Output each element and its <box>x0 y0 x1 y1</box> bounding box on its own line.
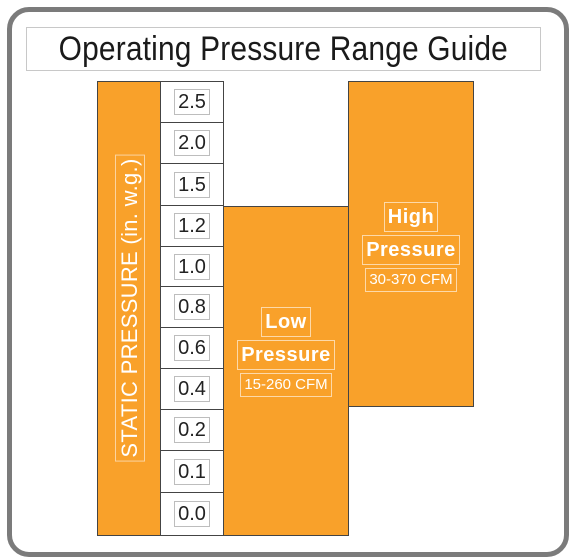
tick-label: 2.0 <box>174 130 210 156</box>
tick-row: 0.1 <box>161 451 223 493</box>
tick-row: 1.0 <box>161 247 223 287</box>
tick-label: 0.8 <box>174 294 210 320</box>
tick-row: 0.2 <box>161 410 223 451</box>
tick-label: 2.5 <box>174 89 210 115</box>
title-box: Operating Pressure Range Guide <box>26 27 541 71</box>
tick-row: 0.0 <box>161 493 223 535</box>
high-pressure-range: High Pressure 30-370 CFM <box>348 81 474 407</box>
low-pressure-labels: Low Pressure 15-260 CFM <box>224 307 348 397</box>
tick-row: 1.5 <box>161 164 223 206</box>
axis-label: STATIC PRESSURE (in. w.g.) <box>115 154 145 462</box>
tick-row: 0.4 <box>161 369 223 410</box>
tick-label: 1.5 <box>174 171 210 198</box>
tick-label: 1.2 <box>174 213 210 239</box>
pressure-scale: 2.5 2.0 1.5 1.2 1.0 0.8 0.6 0.4 0.2 0.1 … <box>160 81 224 536</box>
tick-row: 1.2 <box>161 206 223 247</box>
axis-bar <box>97 81 161 536</box>
tick-label: 0.6 <box>174 335 210 361</box>
tick-label: 0.2 <box>174 417 210 443</box>
low-pressure-name: Low <box>261 307 311 337</box>
high-pressure-labels: High Pressure 30-370 CFM <box>349 202 473 292</box>
tick-label: 0.4 <box>174 376 210 402</box>
low-pressure-name-line2: Pressure <box>237 340 335 370</box>
tick-row: 2.5 <box>161 82 223 123</box>
high-pressure-name-line2: Pressure <box>362 235 460 265</box>
low-pressure-range: Low Pressure 15-260 CFM <box>223 206 349 536</box>
page-title: Operating Pressure Range Guide <box>58 29 509 68</box>
tick-label: 0.1 <box>174 458 210 485</box>
tick-row: 2.0 <box>161 123 223 164</box>
low-pressure-flow: 15-260 CFM <box>240 373 332 397</box>
tick-label: 1.0 <box>174 253 210 280</box>
tick-row: 0.6 <box>161 328 223 369</box>
high-pressure-flow: 30-370 CFM <box>365 268 457 292</box>
tick-row: 0.8 <box>161 287 223 328</box>
tick-label: 0.0 <box>174 501 210 527</box>
high-pressure-name: High <box>383 202 439 232</box>
